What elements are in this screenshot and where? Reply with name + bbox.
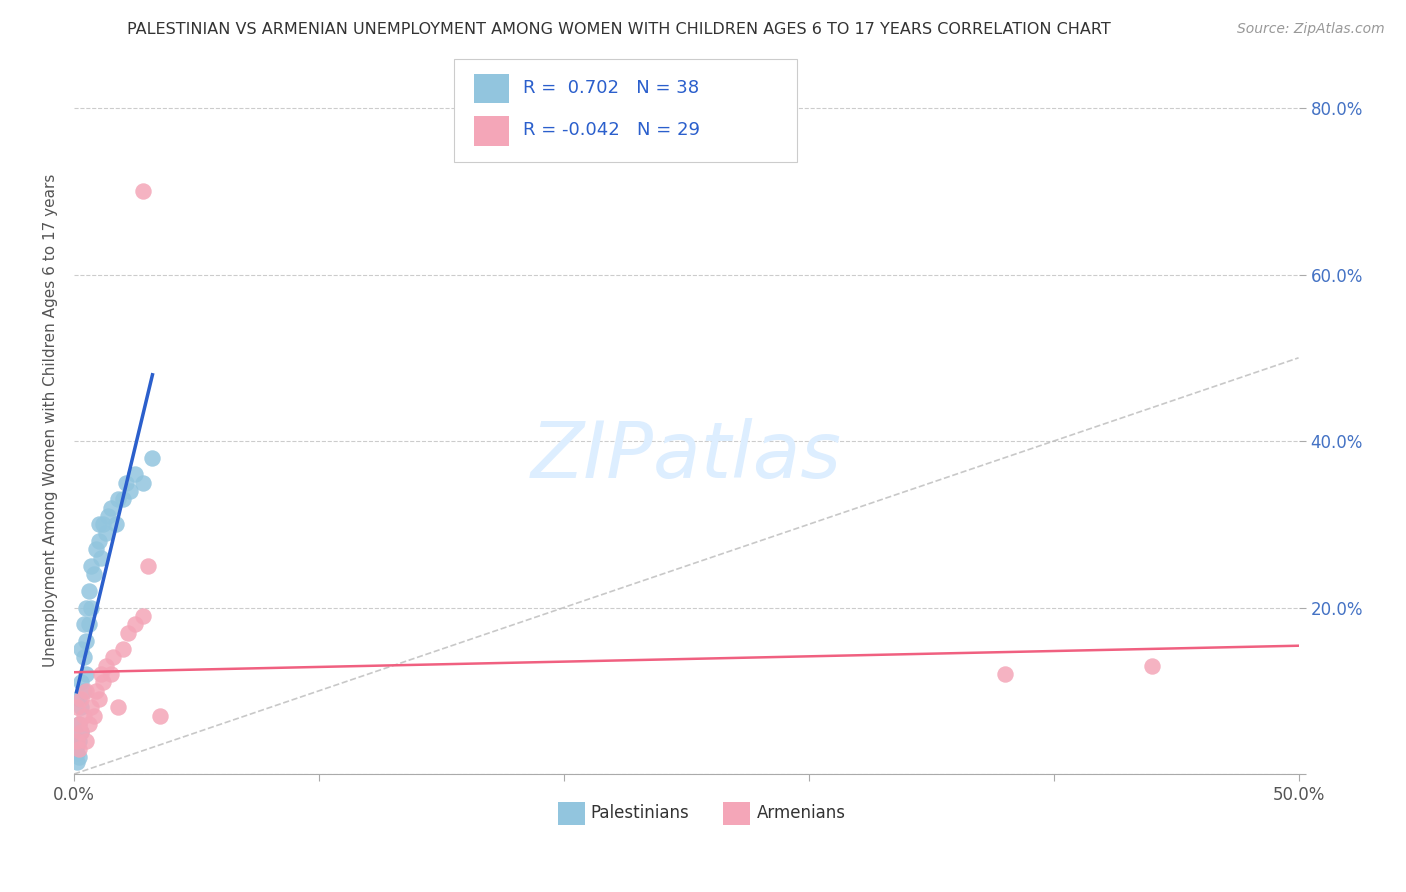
Point [994, 667, 1017, 681]
Point [77, 617, 100, 632]
Point [93, 517, 115, 532]
Point [73, 650, 96, 665]
Point [70, 700, 93, 714]
Point [65, 700, 87, 714]
Y-axis label: Unemployment Among Women with Children Ages 6 to 17 years: Unemployment Among Women with Children A… [44, 174, 58, 667]
Point [73, 683, 96, 698]
Point [83, 567, 105, 582]
Point [70, 692, 93, 706]
Point [65, 733, 87, 747]
Text: R = -0.042   N = 29: R = -0.042 N = 29 [523, 121, 700, 139]
Point [114, 475, 136, 490]
Point [67, 717, 90, 731]
Point [124, 467, 146, 482]
Point [70, 675, 93, 690]
Point [97, 508, 120, 523]
Point [149, 708, 172, 723]
Point [67, 742, 90, 756]
Point [84, 683, 107, 698]
Point [67, 692, 90, 706]
Point [120, 483, 142, 498]
Point [77, 583, 100, 598]
Text: Palestinians: Palestinians [591, 804, 689, 822]
Point [131, 475, 153, 490]
Point [90, 550, 112, 565]
FancyBboxPatch shape [723, 802, 749, 825]
Text: PALESTINIAN VS ARMENIAN UNEMPLOYMENT AMONG WOMEN WITH CHILDREN AGES 6 TO 17 YEAR: PALESTINIAN VS ARMENIAN UNEMPLOYMENT AMO… [127, 22, 1111, 37]
Point [141, 450, 163, 465]
Point [70, 725, 93, 739]
Point [67, 717, 90, 731]
Point [87, 517, 110, 532]
Point [70, 725, 93, 739]
Point [94, 525, 117, 540]
FancyBboxPatch shape [558, 802, 585, 825]
Point [112, 642, 135, 657]
Text: R =  0.702   N = 38: R = 0.702 N = 38 [523, 78, 700, 96]
Point [75, 600, 97, 615]
Point [131, 184, 153, 198]
Point [104, 517, 127, 532]
FancyBboxPatch shape [454, 60, 797, 162]
FancyBboxPatch shape [474, 116, 509, 145]
Point [80, 558, 103, 573]
Point [112, 492, 135, 507]
Point [75, 733, 97, 747]
Point [103, 650, 125, 665]
Point [75, 683, 97, 698]
Point [93, 675, 115, 690]
Point [124, 617, 146, 632]
Point [107, 700, 129, 714]
Point [65, 746, 87, 760]
Point [73, 708, 96, 723]
Text: Armenians: Armenians [758, 804, 846, 822]
Text: Source: ZipAtlas.com: Source: ZipAtlas.com [1237, 22, 1385, 37]
Point [136, 558, 159, 573]
Point [73, 617, 96, 632]
Text: ZIPatlas: ZIPatlas [531, 417, 842, 493]
Point [117, 625, 139, 640]
Point [87, 533, 110, 548]
Point [131, 608, 153, 623]
Point [75, 667, 97, 681]
Point [107, 492, 129, 507]
Point [1140, 658, 1163, 673]
Point [65, 755, 87, 769]
Point [87, 692, 110, 706]
Point [83, 708, 105, 723]
Point [77, 717, 100, 731]
FancyBboxPatch shape [474, 73, 509, 103]
Point [70, 642, 93, 657]
Point [90, 667, 112, 681]
Point [100, 667, 122, 681]
Point [80, 600, 103, 615]
Point [67, 733, 90, 747]
Point [84, 542, 107, 557]
Point [67, 750, 90, 764]
Point [94, 658, 117, 673]
Point [80, 700, 103, 714]
Point [100, 500, 122, 515]
Point [65, 738, 87, 752]
Point [75, 633, 97, 648]
